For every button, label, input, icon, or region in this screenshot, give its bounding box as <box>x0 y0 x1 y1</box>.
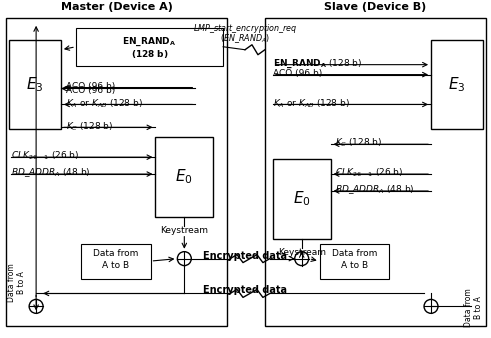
Text: ACO (96 b): ACO (96 b) <box>273 69 322 78</box>
Text: $K_A$ or $K_{AB}$ (128 b): $K_A$ or $K_{AB}$ (128 b) <box>273 97 350 110</box>
Text: $K_A$ or $K_{AB}$ (128 b): $K_A$ or $K_{AB}$ (128 b) <box>66 97 143 110</box>
Text: Keystream: Keystream <box>278 248 326 257</box>
Bar <box>81 244 151 279</box>
Bar <box>156 137 213 217</box>
Text: Data from: Data from <box>93 249 138 258</box>
Text: ACO (96 b): ACO (96 b) <box>66 86 115 95</box>
Text: $BD\_ADDR_A$ (48 b): $BD\_ADDR_A$ (48 b) <box>334 184 414 196</box>
Text: $\mathbf{EN\_RAND_A}$ (128 b): $\mathbf{EN\_RAND_A}$ (128 b) <box>273 58 362 70</box>
Text: $BD\_ADDR_A$ (48 b): $BD\_ADDR_A$ (48 b) <box>11 167 91 179</box>
Text: Data from: Data from <box>332 249 377 258</box>
Text: $K_C$ (128 b): $K_C$ (128 b) <box>334 137 382 149</box>
Text: $CLK_{26-1}$ (26 b): $CLK_{26-1}$ (26 b) <box>334 167 403 179</box>
Bar <box>431 40 483 129</box>
Text: A to B: A to B <box>102 261 129 270</box>
Text: $K_C$ (128 b): $K_C$ (128 b) <box>66 120 113 132</box>
Bar <box>273 159 330 239</box>
Text: $E_0$: $E_0$ <box>175 168 193 187</box>
Bar <box>76 28 223 66</box>
Text: $CLK_{26-1}$ (26 b): $CLK_{26-1}$ (26 b) <box>11 150 80 163</box>
Text: $\mathbf{EN\_RAND_A}$: $\mathbf{EN\_RAND_A}$ <box>122 36 177 48</box>
Text: REEBUF: REEBUF <box>29 313 94 331</box>
Text: $\mathbf{(128\ b)}$: $\mathbf{(128\ b)}$ <box>131 48 168 60</box>
Text: $E_3$: $E_3$ <box>27 75 44 94</box>
Bar <box>320 244 389 279</box>
Text: Encrypted data: Encrypted data <box>203 251 287 261</box>
Text: $(EN\_RAND_A)$: $(EN\_RAND_A)$ <box>220 32 270 45</box>
Bar <box>265 18 486 326</box>
Text: Slave (Device B): Slave (Device B) <box>324 2 427 12</box>
Text: Master (Device A): Master (Device A) <box>61 2 173 12</box>
Text: Data from
B to A: Data from B to A <box>6 264 26 303</box>
Bar <box>6 18 227 326</box>
Text: $LMP\_start\_encryption\_req$: $LMP\_start\_encryption\_req$ <box>192 22 298 35</box>
Text: $E_0$: $E_0$ <box>293 190 311 208</box>
Text: $E_3$: $E_3$ <box>448 75 465 94</box>
Text: Keystream: Keystream <box>161 226 208 235</box>
Text: ACO (96 b): ACO (96 b) <box>66 82 115 91</box>
Text: A to B: A to B <box>341 261 368 270</box>
Bar <box>9 40 61 129</box>
Text: Encrypted data: Encrypted data <box>203 286 287 295</box>
Text: Data from
B to A: Data from B to A <box>464 288 484 327</box>
